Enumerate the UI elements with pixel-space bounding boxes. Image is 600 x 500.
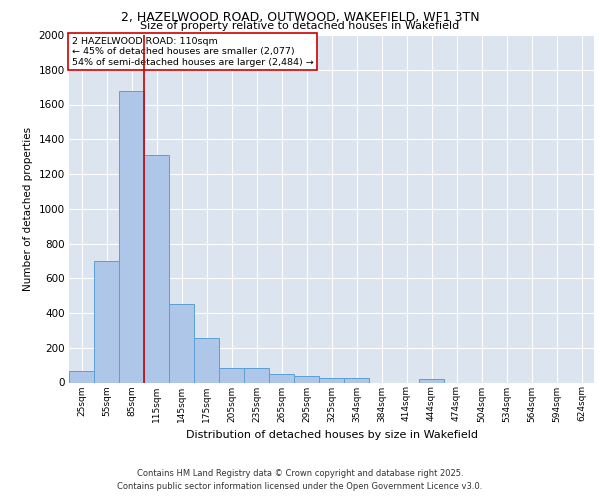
Bar: [194, 338, 219, 382]
Bar: [119, 90, 144, 383]
Bar: [169, 304, 194, 382]
Y-axis label: Number of detached properties: Number of detached properties: [23, 126, 33, 291]
Bar: [419, 380, 444, 382]
Text: Size of property relative to detached houses in Wakefield: Size of property relative to detached ho…: [140, 21, 460, 31]
Bar: [144, 155, 169, 382]
Bar: [269, 374, 294, 382]
Bar: [344, 378, 369, 382]
Bar: [244, 368, 269, 382]
Bar: [319, 378, 344, 382]
Bar: [294, 376, 319, 382]
Text: 2, HAZELWOOD ROAD, OUTWOOD, WAKEFIELD, WF1 3TN: 2, HAZELWOOD ROAD, OUTWOOD, WAKEFIELD, W…: [121, 11, 479, 24]
Text: 2 HAZELWOOD ROAD: 110sqm
← 45% of detached houses are smaller (2,077)
54% of sem: 2 HAZELWOOD ROAD: 110sqm ← 45% of detach…: [71, 36, 313, 66]
Bar: [219, 368, 244, 382]
Bar: [94, 261, 119, 382]
Text: Contains HM Land Registry data © Crown copyright and database right 2025.
Contai: Contains HM Land Registry data © Crown c…: [118, 470, 482, 491]
X-axis label: Distribution of detached houses by size in Wakefield: Distribution of detached houses by size …: [185, 430, 478, 440]
Bar: [69, 371, 94, 382]
